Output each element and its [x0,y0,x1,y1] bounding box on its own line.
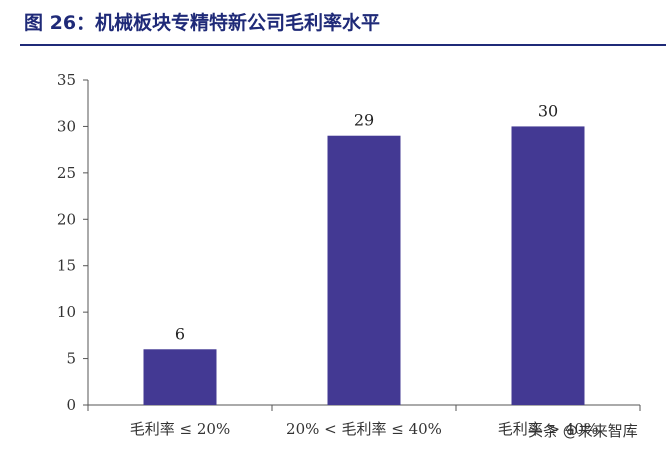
bar-data-label: 6 [175,324,185,343]
y-tick-label: 10 [57,303,76,321]
x-category-label: 20% < 毛利率 ≤ 40% [286,420,442,438]
bar [143,349,217,405]
y-tick-label: 30 [57,117,76,135]
y-tick-label: 0 [66,396,76,414]
bar-data-label: 29 [354,111,374,130]
y-tick-label: 5 [66,350,76,368]
y-tick-label: 15 [57,257,76,275]
bar [511,126,585,405]
y-tick-label: 35 [57,71,76,89]
figure-title: 图 26：机械板块专精特新公司毛利率水平 [24,12,381,34]
bar [327,135,401,405]
chart-bars [143,126,585,405]
chart-labels: 6 毛利率 ≤ 20% 29 20% < 毛利率 ≤ 40% 30 毛利率 > 40% [130,101,598,438]
y-tick-label: 20 [57,210,76,228]
y-tick-label: 25 [57,164,76,182]
source-watermark: 头条 @未来智库 [528,422,638,440]
bar-data-label: 30 [538,101,558,120]
title-underline [20,44,666,46]
x-category-label: 毛利率 ≤ 20% [130,420,230,438]
x-category-label: 毛利率 > 40% [498,420,598,438]
